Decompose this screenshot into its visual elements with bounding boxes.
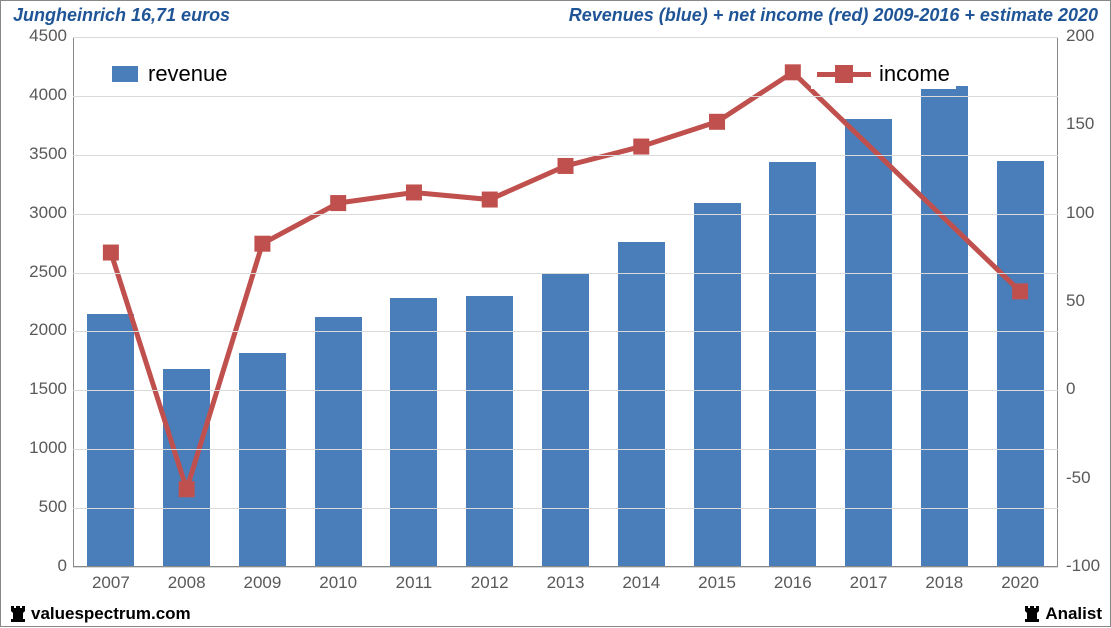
y-right-tick-label: 0 — [1066, 379, 1111, 399]
footer: valuespectrum.com Analist — [1, 604, 1110, 624]
gridline — [73, 96, 1058, 97]
x-tick-label: 2013 — [547, 573, 585, 593]
gridline — [73, 449, 1058, 450]
gridline — [73, 214, 1058, 215]
x-tick-label: 2016 — [774, 573, 812, 593]
gridline — [73, 331, 1058, 332]
gridline — [73, 567, 1058, 568]
y-right-tick-label: 50 — [1066, 291, 1111, 311]
x-tick-label: 2011 — [396, 573, 433, 593]
revenue-bar — [694, 203, 741, 567]
plot-area — [73, 37, 1058, 567]
title-row: Jungheinrich 16,71 euros Revenues (blue)… — [1, 1, 1110, 28]
gridline — [73, 390, 1058, 391]
legend-revenue: revenue — [106, 59, 234, 89]
y-left-tick-label: 2000 — [7, 320, 67, 340]
x-tick-label: 2014 — [622, 573, 660, 593]
gridline — [73, 508, 1058, 509]
y-left-tick-label: 1500 — [7, 379, 67, 399]
y-right-tick-label: 200 — [1066, 26, 1111, 46]
revenue-bar — [618, 242, 665, 567]
y-right-tick-label: -50 — [1066, 468, 1111, 488]
y-right-tick-label: 150 — [1066, 114, 1111, 134]
x-tick-label: 2009 — [244, 573, 282, 593]
footer-left-text: valuespectrum.com — [31, 604, 191, 624]
revenue-bar — [163, 369, 210, 567]
rook-icon — [1023, 604, 1041, 624]
title-left: Jungheinrich 16,71 euros — [13, 5, 230, 26]
x-tick-label: 2008 — [168, 573, 206, 593]
gridline — [73, 273, 1058, 274]
revenue-bar — [921, 86, 968, 567]
revenue-bar — [87, 314, 134, 567]
x-tick-label: 2012 — [471, 573, 509, 593]
revenue-bar — [997, 161, 1044, 567]
x-tick-label: 2010 — [319, 573, 357, 593]
legend-income-swatch — [817, 65, 871, 83]
revenue-bar — [542, 273, 589, 567]
revenue-bar — [466, 296, 513, 567]
legend-income: income — [811, 59, 956, 89]
y-left-tick-label: 3000 — [7, 203, 67, 223]
y-left-tick-label: 4000 — [7, 85, 67, 105]
y-left-tick-label: 3500 — [7, 144, 67, 164]
x-tick-label: 2007 — [92, 573, 130, 593]
title-right: Revenues (blue) + net income (red) 2009-… — [569, 5, 1098, 26]
y-left-tick-label: 0 — [7, 556, 67, 576]
y-left-tick-label: 2500 — [7, 262, 67, 282]
x-tick-label: 2017 — [850, 573, 888, 593]
revenue-bar — [845, 119, 892, 567]
revenue-bar — [769, 162, 816, 567]
legend-revenue-label: revenue — [148, 61, 228, 87]
gridline — [73, 37, 1058, 38]
revenue-bar — [239, 353, 286, 567]
y-left-tick-label: 4500 — [7, 26, 67, 46]
footer-right-text: Analist — [1045, 604, 1102, 624]
legend-income-label: income — [879, 61, 950, 87]
rook-icon — [9, 604, 27, 624]
y-left-tick-label: 500 — [7, 497, 67, 517]
x-tick-label: 2015 — [698, 573, 736, 593]
legend-revenue-swatch — [112, 66, 138, 82]
y-right-tick-label: 100 — [1066, 203, 1111, 223]
revenue-bar — [390, 298, 437, 567]
revenue-bar — [315, 317, 362, 567]
chart-container: Jungheinrich 16,71 euros Revenues (blue)… — [0, 0, 1111, 627]
y-left-tick-label: 1000 — [7, 438, 67, 458]
y-right-tick-label: -100 — [1066, 556, 1111, 576]
x-tick-label: 2020 — [1001, 573, 1039, 593]
x-tick-label: 2018 — [925, 573, 963, 593]
gridline — [73, 155, 1058, 156]
